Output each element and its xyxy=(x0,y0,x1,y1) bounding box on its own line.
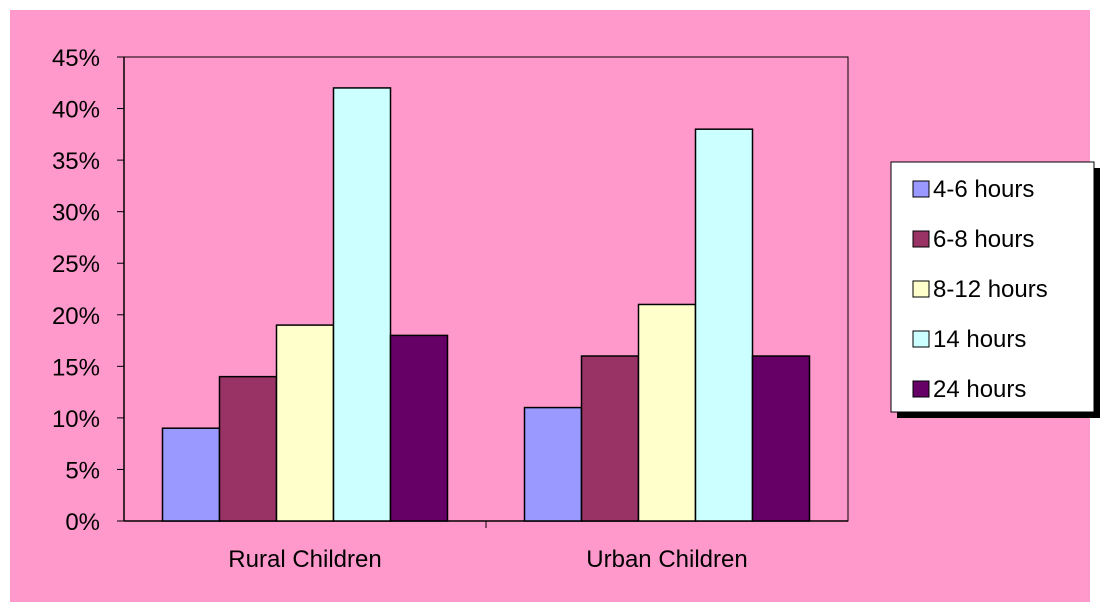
bar[interactable] xyxy=(523,406,583,522)
legend-label: 14 hours xyxy=(933,326,1026,353)
y-tick-label: 5% xyxy=(65,457,100,484)
y-tick-label: 10% xyxy=(52,406,100,433)
bar[interactable] xyxy=(275,324,335,522)
legend-swatch xyxy=(912,230,930,248)
legend-swatch xyxy=(912,330,930,348)
legend-swatch xyxy=(912,180,930,198)
bar[interactable] xyxy=(389,334,449,522)
y-tick-label: 0% xyxy=(65,509,100,536)
legend-label: 4-6 hours xyxy=(933,176,1034,203)
bar[interactable] xyxy=(161,427,221,522)
bar[interactable] xyxy=(332,87,392,522)
y-tick-label: 45% xyxy=(52,45,100,72)
bar[interactable] xyxy=(218,375,278,522)
y-tick-label: 35% xyxy=(52,148,100,175)
bar[interactable] xyxy=(637,303,697,522)
x-tick-label: Rural Children xyxy=(228,546,381,573)
legend-label: 24 hours xyxy=(933,376,1026,403)
legend-label: 8-12 hours xyxy=(933,276,1048,303)
y-tick-label: 25% xyxy=(52,251,100,278)
y-tick-label: 30% xyxy=(52,200,100,227)
y-tick-label: 15% xyxy=(52,354,100,381)
bar[interactable] xyxy=(580,355,640,522)
bar[interactable] xyxy=(751,355,811,522)
y-tick-label: 40% xyxy=(52,97,100,124)
bar[interactable] xyxy=(694,128,754,522)
legend-label: 6-8 hours xyxy=(933,226,1034,253)
legend-swatch xyxy=(912,380,930,398)
legend-swatch xyxy=(912,280,930,298)
x-tick-label: Urban Children xyxy=(586,546,747,573)
y-tick-label: 20% xyxy=(52,303,100,330)
